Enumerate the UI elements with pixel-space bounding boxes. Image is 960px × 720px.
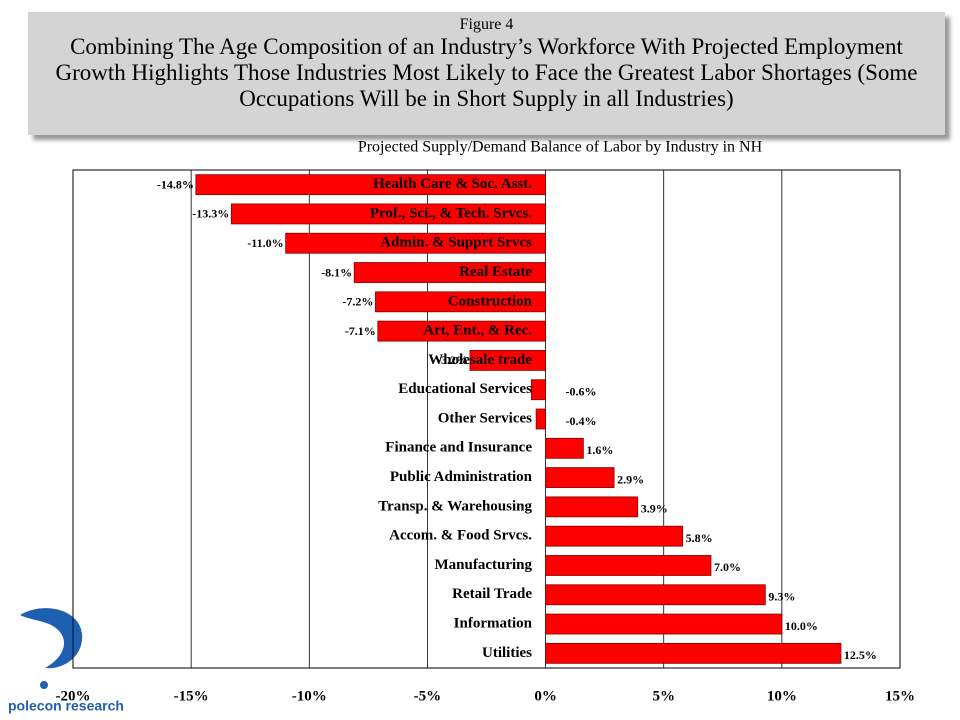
category-label: Accom. & Food Srvcs. (389, 528, 532, 544)
logo-dot (40, 681, 48, 689)
category-label: Admin. & Supprt Srvcs (380, 235, 532, 251)
chart-title: Combining The Age Composition of an Indu… (55, 34, 918, 111)
category-label: Real Estate (459, 264, 532, 280)
category-label: Public Administration (390, 469, 533, 485)
x-tick-label: 15% (885, 688, 915, 704)
bar (535, 408, 546, 430)
x-tick-label: -15% (174, 688, 209, 704)
category-label: Finance and Insurance (385, 440, 532, 456)
category-label: Educational Services (398, 381, 532, 397)
value-label: -8.1% (321, 265, 352, 279)
bar (469, 350, 546, 371)
value-label: 10.0% (785, 619, 818, 633)
category-label: Construction (448, 293, 533, 309)
value-label: -7.2% (342, 295, 373, 309)
x-tick-label: -10% (292, 688, 327, 704)
logo-text: polecon research (8, 698, 124, 714)
bar (353, 262, 546, 283)
logo: polecon research (8, 608, 124, 714)
bar (545, 555, 712, 576)
category-label: Manufacturing (435, 557, 533, 573)
value-label: -13.3% (192, 207, 229, 221)
value-label: -14.8% (157, 177, 194, 191)
x-tick-label: -5% (414, 688, 442, 704)
chart-subtitle: Projected Supply/Demand Balance of Labor… (358, 139, 763, 156)
category-label: Information (454, 615, 533, 631)
x-tick-label: 10% (767, 688, 797, 704)
figure-label: Figure 4 (459, 16, 514, 33)
category-label: Art, Ent., & Rec. (423, 323, 532, 339)
x-tick-label: 5% (652, 688, 675, 704)
category-label: Other Services (438, 410, 532, 426)
bar (377, 320, 546, 342)
value-label: 9.3% (768, 590, 795, 604)
bar (545, 613, 783, 635)
category-label: Health Care & Soc. Asst. (373, 176, 532, 192)
bar (545, 496, 639, 518)
category-label: Prof., Sci., & Tech. Srvcs. (370, 205, 532, 221)
x-tick-label: 0% (534, 688, 557, 704)
bar (195, 174, 546, 196)
x-tick-label: -20% (56, 688, 91, 704)
value-label: -11.0% (247, 236, 283, 250)
category-label: Transp. & Warehousing (378, 498, 532, 514)
value-label: 5.8% (686, 531, 713, 545)
logo-swirl (20, 608, 83, 669)
category-label: Retail Trade (452, 586, 532, 602)
value-label: -0.4% (566, 414, 597, 428)
bar (375, 291, 546, 313)
value-label: 7.0% (714, 560, 741, 574)
category-label: Utilities (482, 645, 532, 661)
value-label: -7.1% (345, 324, 376, 338)
bar (545, 467, 615, 488)
bar (545, 525, 684, 547)
bar (545, 642, 842, 664)
header-box: Figure 4 Combining The Age Composition o… (28, 12, 945, 135)
value-label: 2.9% (617, 472, 644, 486)
value-label: 12.5% (844, 648, 877, 662)
bar (530, 379, 546, 401)
bar (545, 584, 766, 606)
value-label: -3.2% (437, 353, 468, 367)
value-label: 3.9% (641, 502, 668, 516)
bar (230, 203, 546, 225)
value-label: -0.6% (566, 384, 597, 398)
bar (545, 437, 584, 459)
category-label: Wholesale trade (428, 352, 532, 368)
bar (285, 232, 546, 254)
value-label: 1.6% (586, 443, 613, 457)
